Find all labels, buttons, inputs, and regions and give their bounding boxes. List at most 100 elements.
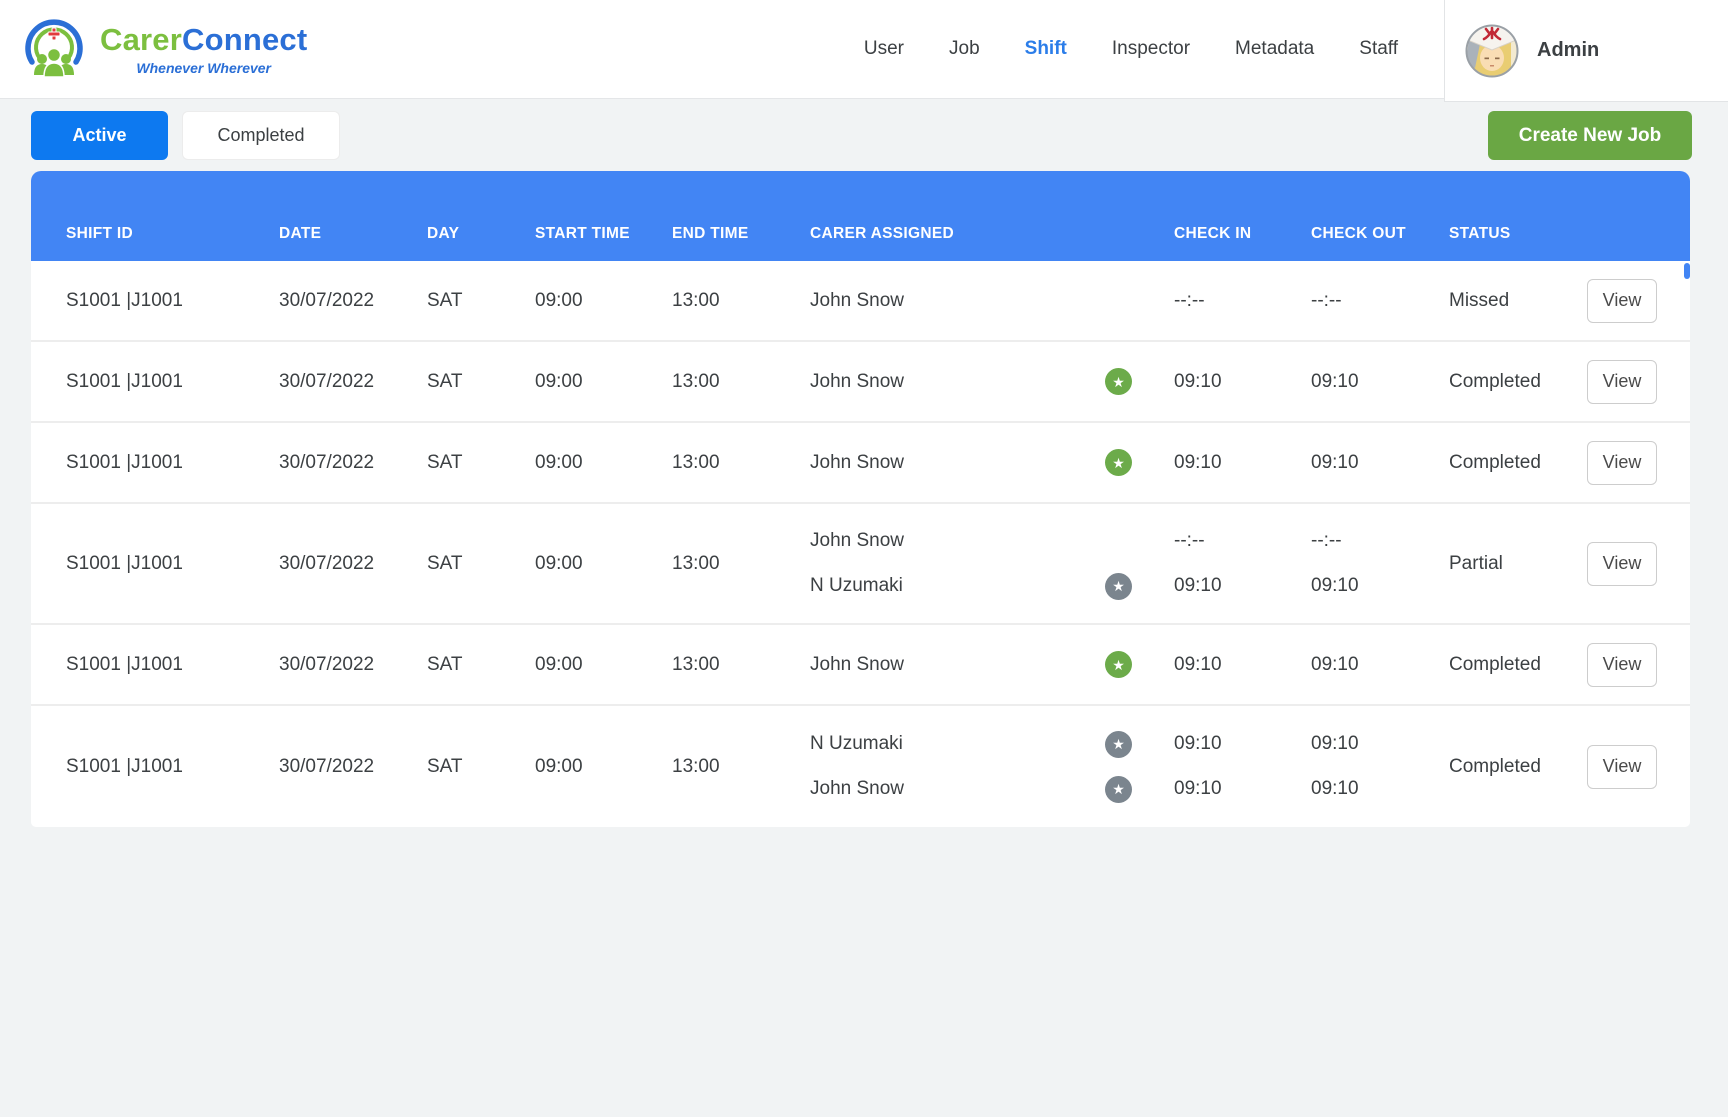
start-time-cell: 09:00	[535, 756, 672, 778]
check-out-time-line: 09:10	[1311, 371, 1449, 393]
nav-item-staff[interactable]: Staff	[1359, 38, 1398, 60]
brand-name-connect: Connect	[182, 22, 307, 57]
nav-item-inspector[interactable]: Inspector	[1112, 38, 1190, 60]
end-time-cell: 13:00	[672, 371, 810, 393]
admin-menu[interactable]: Admin	[1444, 0, 1728, 102]
shift-id-cell: S1001 |J1001	[31, 756, 279, 778]
check-in-time: 09:10	[1174, 778, 1222, 800]
check-in-time: --:--	[1174, 290, 1205, 312]
carer-line: John Snow	[810, 519, 1132, 564]
view-button[interactable]: View	[1587, 643, 1657, 687]
check-out-time: --:--	[1311, 290, 1342, 312]
check-out-time-line: 09:10	[1311, 722, 1449, 767]
start-time-cell: 09:00	[535, 654, 672, 676]
nav-item-metadata[interactable]: Metadata	[1235, 38, 1314, 60]
column-header-actions	[1587, 243, 1690, 261]
end-time-cell: 13:00	[672, 654, 810, 676]
shift-id-cell: S1001 |J1001	[31, 553, 279, 575]
check-out-cell: 09:1009:10	[1311, 706, 1449, 827]
carer-line: N Uzumaki ★	[810, 722, 1132, 767]
carer-name: N Uzumaki	[810, 733, 903, 755]
nav-item-user[interactable]: User	[864, 38, 904, 60]
table-row: S1001 |J1001 30/07/2022 SAT 09:00 13:00 …	[31, 261, 1690, 342]
brand-text: CarerConnect Whenever Wherever	[100, 22, 307, 76]
star-icon: ★	[1105, 776, 1132, 803]
day-cell: SAT	[427, 654, 535, 676]
check-in-time: --:--	[1174, 530, 1205, 552]
table-row: S1001 |J1001 30/07/2022 SAT 09:00 13:00 …	[31, 342, 1690, 423]
nav-item-shift[interactable]: Shift	[1025, 38, 1067, 60]
table-row: S1001 |J1001 30/07/2022 SAT 09:00 13:00 …	[31, 423, 1690, 504]
table-row: S1001 |J1001 30/07/2022 SAT 09:00 13:00 …	[31, 625, 1690, 706]
carer-assigned-cell: John Snow ★	[810, 423, 1174, 502]
tab-completed[interactable]: Completed	[182, 111, 340, 160]
view-button[interactable]: View	[1587, 279, 1657, 323]
check-out-cell: 09:10	[1311, 342, 1449, 421]
check-in-time-line: 09:10	[1174, 371, 1311, 393]
date-cell: 30/07/2022	[279, 553, 427, 575]
view-button[interactable]: View	[1587, 441, 1657, 485]
carer-name: N Uzumaki	[810, 575, 903, 597]
check-out-time: 09:10	[1311, 654, 1359, 676]
carer-assigned-cell: N Uzumaki★John Snow★	[810, 706, 1174, 827]
carer-name: John Snow	[810, 654, 904, 676]
scrollbar-thumb[interactable]	[1684, 263, 1690, 279]
check-out-time-line: 09:10	[1311, 564, 1449, 609]
column-header-shift-id: SHIFT ID	[31, 225, 279, 261]
column-header-check-out: CHECK OUT	[1311, 225, 1449, 261]
view-button[interactable]: View	[1587, 745, 1657, 789]
star-icon: ★	[1105, 731, 1132, 758]
check-in-time-line: 09:10	[1174, 722, 1311, 767]
check-out-time: --:--	[1311, 530, 1342, 552]
day-cell: SAT	[427, 756, 535, 778]
check-in-cell: 09:10	[1174, 625, 1311, 704]
date-cell: 30/07/2022	[279, 452, 427, 474]
actions-cell: View	[1587, 279, 1690, 323]
shift-table: SHIFT ID DATE DAY START TIME END TIME CA…	[31, 171, 1690, 827]
date-cell: 30/07/2022	[279, 371, 427, 393]
check-in-cell: 09:10 09:10	[1174, 706, 1311, 827]
carerconnect-logo-icon	[22, 17, 86, 81]
tab-active[interactable]: Active	[31, 111, 168, 160]
check-out-time-line: --:--	[1311, 519, 1449, 564]
check-out-time: 09:10	[1311, 371, 1359, 393]
date-cell: 30/07/2022	[279, 654, 427, 676]
admin-name: Admin	[1537, 39, 1599, 62]
brand-logo[interactable]: CarerConnect Whenever Wherever	[22, 17, 307, 81]
end-time-cell: 13:00	[672, 452, 810, 474]
view-button[interactable]: View	[1587, 360, 1657, 404]
day-cell: SAT	[427, 290, 535, 312]
column-header-end-time: END TIME	[672, 225, 810, 261]
check-out-cell: --:--	[1311, 261, 1449, 340]
end-time-cell: 13:00	[672, 290, 810, 312]
status-cell: Completed	[1449, 654, 1587, 676]
table-row: S1001 |J1001 30/07/2022 SAT 09:00 13:00 …	[31, 706, 1690, 827]
carer-name: John Snow	[810, 452, 904, 474]
check-in-cell: 09:10	[1174, 342, 1311, 421]
star-icon: ★	[1105, 449, 1132, 476]
day-cell: SAT	[427, 371, 535, 393]
status-cell: Missed	[1449, 290, 1587, 312]
check-in-time: 09:10	[1174, 733, 1222, 755]
check-in-time-line: --:--	[1174, 290, 1311, 312]
column-header-check-in: CHECK IN	[1174, 225, 1311, 261]
table-body: S1001 |J1001 30/07/2022 SAT 09:00 13:00 …	[31, 261, 1690, 827]
carer-line: John Snow	[810, 290, 1132, 312]
check-in-time: 09:10	[1174, 575, 1222, 597]
column-header-start-time: START TIME	[535, 225, 672, 261]
check-out-time-line: 09:10	[1311, 654, 1449, 676]
check-in-time: 09:10	[1174, 654, 1222, 676]
view-button[interactable]: View	[1587, 542, 1657, 586]
nav-item-job[interactable]: Job	[949, 38, 980, 60]
toolbar: Active Completed Create New Job	[31, 111, 1692, 160]
check-in-time-line: 09:10	[1174, 767, 1311, 812]
column-header-carer-assigned: CARER ASSIGNED	[810, 225, 1174, 261]
check-out-time-line: 09:10	[1311, 452, 1449, 474]
create-new-job-button[interactable]: Create New Job	[1488, 111, 1692, 160]
check-in-cell: --:--	[1174, 261, 1311, 340]
check-out-time: 09:10	[1311, 452, 1359, 474]
actions-cell: View	[1587, 745, 1690, 789]
start-time-cell: 09:00	[535, 371, 672, 393]
status-cell: Partial	[1449, 553, 1587, 575]
check-out-time: 09:10	[1311, 733, 1359, 755]
